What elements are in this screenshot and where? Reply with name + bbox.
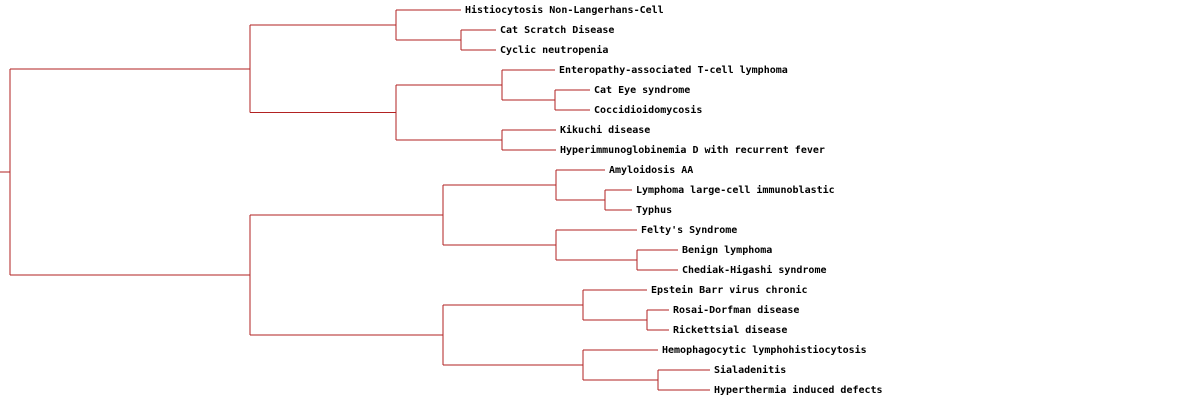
leaf-label: Rosai-Dorfman disease: [673, 304, 799, 316]
leaf-label: Lymphoma large-cell immunoblastic: [636, 184, 835, 196]
leaf-label: Hyperthermia induced defects: [714, 384, 883, 396]
leaf-label: Rickettsial disease: [673, 324, 787, 336]
leaf-label: Kikuchi disease: [560, 124, 650, 136]
leaf-label: Amyloidosis AA: [609, 164, 693, 176]
leaf-label: Hyperimmunoglobinemia D with recurrent f…: [560, 144, 825, 156]
leaf-label: Sialadenitis: [714, 364, 786, 376]
leaf-label: Benign lymphoma: [682, 244, 772, 256]
leaf-label: Chediak-Higashi syndrome: [682, 264, 827, 276]
leaf-label: Cat Eye syndrome: [594, 85, 690, 96]
leaf-label: Cyclic neutropenia: [500, 44, 608, 56]
leaf-label: Hemophagocytic lymphohistiocytosis: [662, 344, 867, 356]
dendrogram-branches: [0, 9, 710, 391]
leaf-label: Typhus: [636, 205, 672, 216]
leaf-label: Felty's Syndrome: [641, 225, 737, 236]
leaf-label: Histiocytosis Non-Langerhans-Cell: [465, 4, 664, 16]
leaf-label: Enteropathy-associated T-cell lymphoma: [559, 64, 788, 76]
leaf-label: Cat Scratch Disease: [500, 24, 614, 36]
leaf-label: Epstein Barr virus chronic: [651, 284, 808, 296]
leaf-label: Coccidioidomycosis: [594, 104, 702, 116]
dendrogram-leaf-labels: Histiocytosis Non-Langerhans-Cell Cat Sc…: [465, 4, 883, 396]
